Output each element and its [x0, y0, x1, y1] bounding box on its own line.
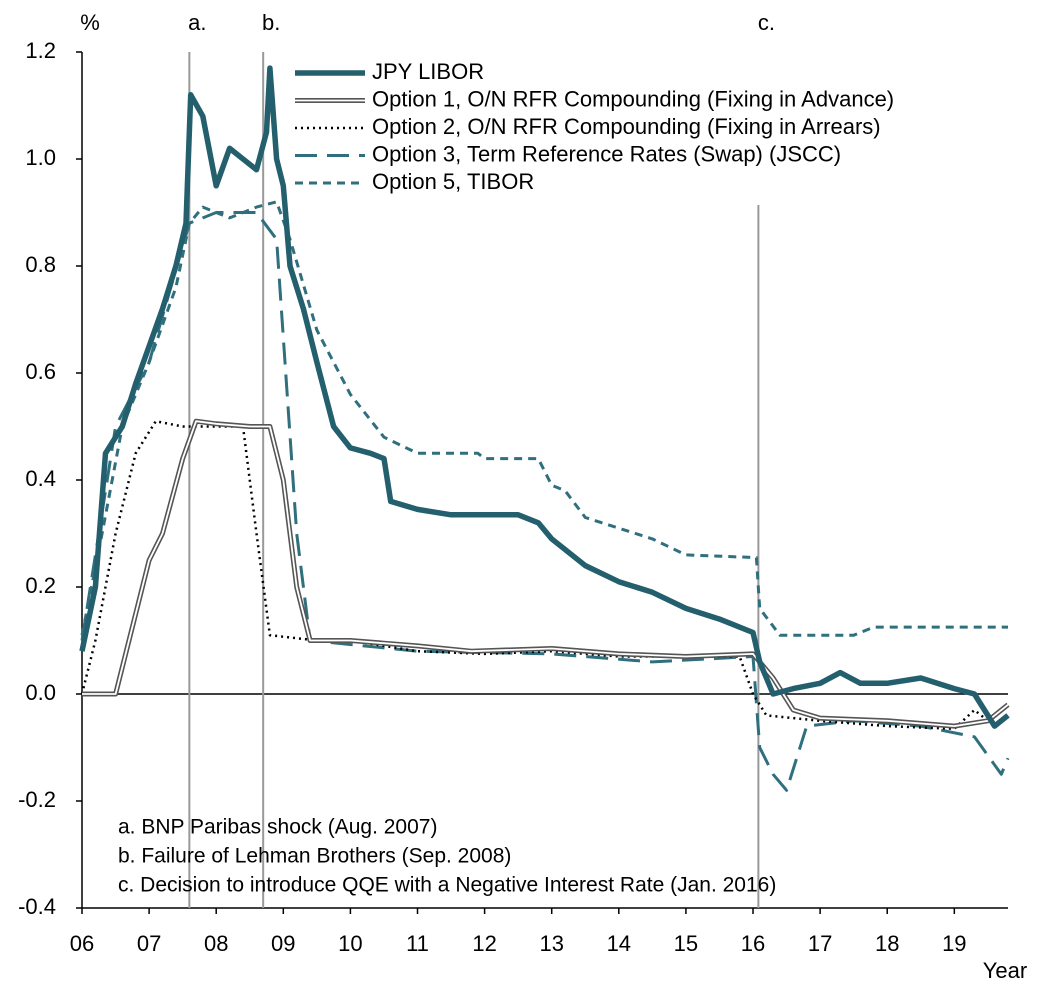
x-tick-label: 14: [607, 931, 631, 956]
series-line: [80, 200, 1008, 637]
y-tick-label: 0.8: [25, 252, 56, 277]
note: a. BNP Paribas shock (Aug. 2007): [118, 816, 437, 839]
x-tick-label: 12: [472, 931, 496, 956]
y-tick-label: 0.6: [25, 359, 56, 384]
x-tick-label: 08: [204, 931, 228, 956]
x-tick-label: 17: [808, 931, 832, 956]
legend-bg: [292, 142, 1012, 170]
note: b. Failure of Lehman Brothers (Sep. 2008…: [118, 845, 511, 868]
event-label: a.: [188, 10, 206, 35]
legend-bg: [292, 115, 1012, 142]
y-tick-label: 1.0: [25, 145, 56, 170]
series-line: [80, 211, 1010, 792]
series-line: [80, 419, 1009, 731]
x-tick-label: 09: [271, 931, 295, 956]
note: c. Decision to introduce QQE with a Nega…: [118, 874, 776, 897]
y-tick-label: -0.2: [18, 787, 56, 812]
legend-label: Option 5, TIBOR: [372, 169, 534, 194]
event-label: c.: [758, 10, 775, 35]
legend-bg: [292, 170, 1012, 197]
legend-label: Option 3, Term Reference Rates (Swap) (J…: [372, 141, 841, 166]
legend-label: Option 1, O/N RFR Compounding (Fixing in…: [372, 86, 894, 111]
x-tick-label: 11: [406, 931, 429, 956]
legend-bg: [292, 87, 1012, 115]
series-line: [82, 418, 1010, 729]
x-tick-label: 10: [338, 931, 362, 956]
x-tick-label: 13: [539, 931, 563, 956]
legend-label: JPY LIBOR: [372, 59, 484, 84]
y-unit-label: %: [80, 10, 100, 35]
legend-label: Option 2, O/N RFR Compounding (Fixing in…: [372, 114, 881, 139]
x-tick-label: 19: [942, 931, 966, 956]
y-tick-label: -0.4: [18, 894, 56, 919]
y-tick-label: 0.2: [25, 573, 56, 598]
x-tick-label: 07: [137, 931, 161, 956]
x-tick-label: 15: [674, 931, 698, 956]
x-tick-label: 16: [741, 931, 765, 956]
legend-bg: [292, 60, 1012, 87]
series-line: [79, 65, 1010, 729]
y-tick-label: 0.0: [25, 680, 56, 705]
x-tick-label: 18: [875, 931, 899, 956]
event-label: b.: [262, 10, 280, 35]
series-line: [82, 420, 1009, 727]
x-tick-label: 06: [70, 931, 94, 956]
y-tick-label: 0.4: [25, 466, 56, 491]
x-axis-label: Year: [983, 958, 1027, 983]
y-tick-label: 1.2: [25, 38, 56, 63]
